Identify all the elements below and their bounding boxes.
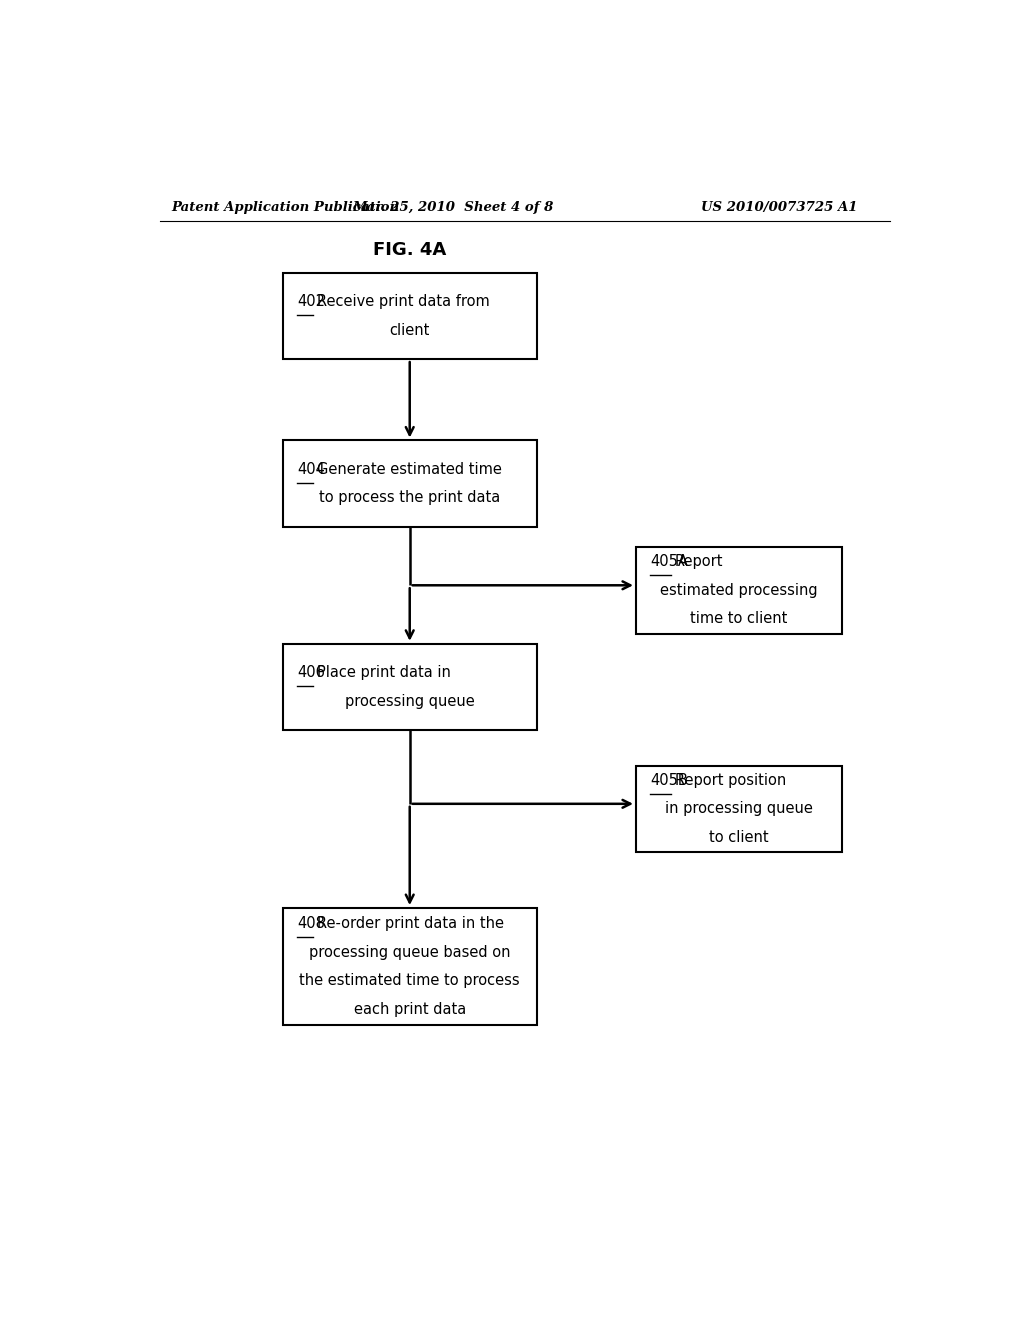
Text: FIG. 4A: FIG. 4A [373,240,446,259]
Text: 405A: 405A [650,554,688,569]
Text: Report: Report [675,554,724,569]
Text: each print data: each print data [353,1002,466,1016]
Text: Report position: Report position [675,774,786,788]
Text: US 2010/0073725 A1: US 2010/0073725 A1 [700,201,857,214]
Text: estimated processing: estimated processing [660,583,818,598]
Text: 405B: 405B [650,774,688,788]
Text: Patent Application Publication: Patent Application Publication [172,201,399,214]
Text: to process the print data: to process the print data [319,490,501,506]
Text: Mar. 25, 2010  Sheet 4 of 8: Mar. 25, 2010 Sheet 4 of 8 [352,201,554,214]
Text: 404: 404 [297,462,325,477]
Text: time to client: time to client [690,611,787,626]
Bar [283,441,537,527]
Bar [283,644,537,730]
Text: Receive print data from: Receive print data from [316,294,489,309]
Bar [283,273,537,359]
Text: the estimated time to process: the estimated time to process [299,973,520,989]
Bar [283,908,537,1024]
Text: to client: to client [710,830,769,845]
Text: Place print data in: Place print data in [316,665,451,680]
Text: Generate estimated time: Generate estimated time [316,462,502,477]
Text: Re-order print data in the: Re-order print data in the [316,916,504,931]
Text: 406: 406 [297,665,325,680]
Text: processing queue based on: processing queue based on [309,945,511,960]
Text: 408: 408 [297,916,325,931]
Text: in processing queue: in processing queue [666,801,813,816]
Bar [636,766,842,853]
Text: client: client [389,322,430,338]
Bar [636,548,842,634]
Text: 402: 402 [297,294,325,309]
Text: processing queue: processing queue [345,693,474,709]
